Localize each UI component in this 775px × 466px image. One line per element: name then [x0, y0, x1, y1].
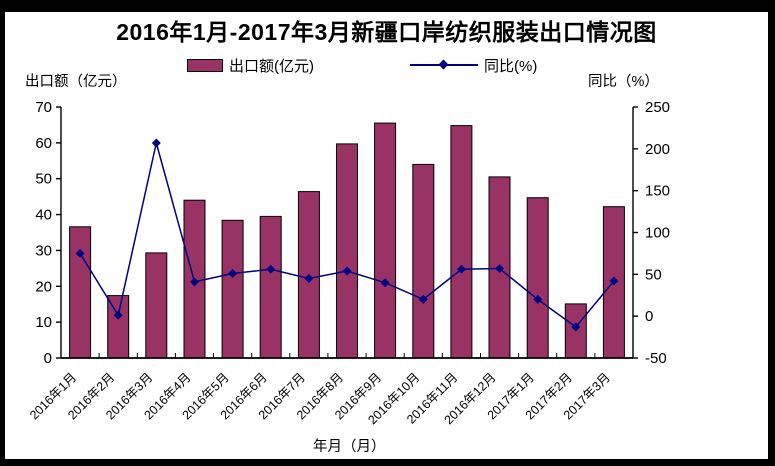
export-bar [526, 197, 549, 359]
right-axis-tick-label: 100 [645, 225, 670, 242]
yoy-marker-icon [418, 294, 428, 304]
legend-bar-label: 出口额(亿元) [229, 57, 314, 75]
legend-item-yoy: 同比(%) [410, 56, 538, 75]
yoy-marker-icon [495, 264, 504, 273]
right-axis-tick-label: 50 [645, 266, 662, 283]
left-axis-title: 出口额（亿元） [25, 74, 127, 90]
yoy-marker-icon [456, 264, 466, 274]
legend-item-export: 出口额(亿元) [187, 56, 314, 75]
export-bar [259, 215, 282, 359]
left-axis-tick-label: 60 [35, 135, 52, 152]
x-axis-title: 年月（月） [313, 439, 386, 455]
yoy-marker-icon [75, 248, 85, 258]
right-axis-tick-label: 200 [645, 141, 670, 158]
export-bar [221, 219, 244, 359]
right-axis-tick-label: 150 [645, 183, 670, 200]
export-bar [412, 163, 435, 359]
left-axis-tick-label: 70 [35, 99, 52, 116]
yoy-marker-icon [533, 294, 543, 304]
right-axis-tick-label: -50 [645, 350, 667, 367]
legend-line-label: 同比(%) [484, 57, 538, 75]
left-axis-tick-label: 10 [35, 314, 52, 331]
plot-area: 010203040506070-500501001502002502016年1月… [27, 99, 670, 427]
export-bar [107, 295, 130, 359]
left-axis-tick-label: 0 [44, 350, 52, 367]
export-bar [374, 122, 397, 359]
right-axis-tick-label: 0 [645, 308, 653, 325]
yoy-marker-icon [113, 310, 123, 320]
yoy-marker-icon [266, 264, 276, 274]
yoy-marker-icon [304, 274, 314, 283]
left-axis-tick-label: 30 [35, 242, 52, 259]
yoy-marker-icon [151, 138, 161, 148]
yoy-marker-icon [380, 278, 390, 288]
export-bar [450, 125, 473, 359]
legend-bar-swatch-icon [187, 58, 223, 72]
export-bar [145, 252, 168, 359]
yoy-marker-icon [342, 266, 352, 276]
yoy-marker-icon [571, 322, 581, 332]
legend-line-sample-icon [410, 59, 478, 71]
chart-title: 2016年1月-2017年3月新疆口岸纺织服装出口情况图 [116, 19, 657, 45]
export-bar [69, 226, 92, 359]
yoy-marker-icon [190, 277, 199, 287]
yoy-marker-icon [609, 276, 619, 286]
left-axis-tick-label: 50 [35, 171, 52, 188]
left-axis-tick-label: 40 [35, 207, 52, 224]
right-axis-title: 同比（%） [588, 74, 659, 90]
right-axis-tick-label: 250 [645, 99, 670, 116]
yoy-marker-icon [228, 269, 238, 278]
left-axis-tick-label: 20 [35, 278, 52, 295]
export-bar [336, 143, 358, 359]
